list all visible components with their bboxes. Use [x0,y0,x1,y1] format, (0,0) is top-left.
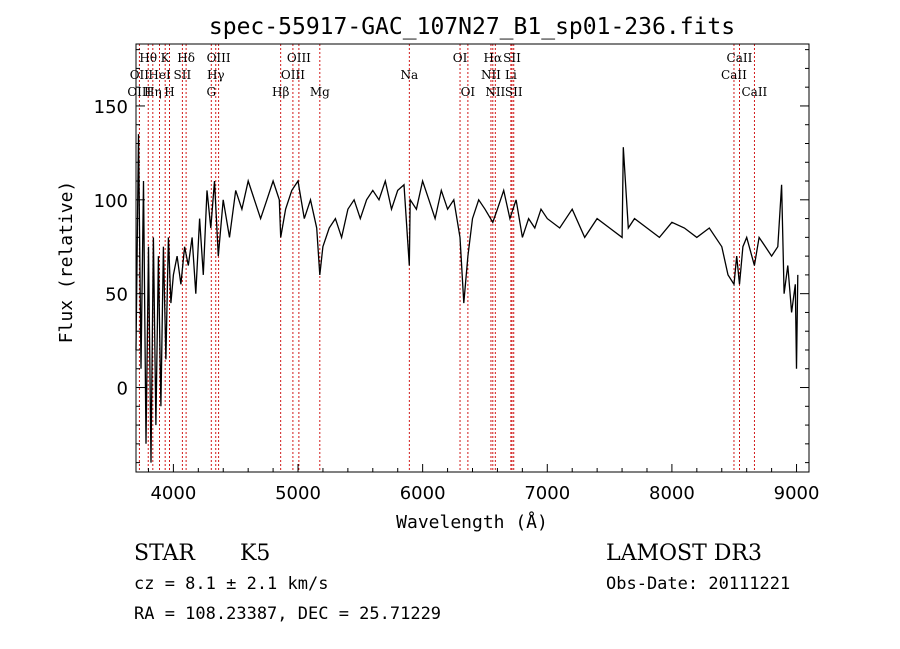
y-tick-label: 0 [117,379,128,400]
line-marker-label: OII [130,68,150,82]
x-axis: 4000 5000 6000 7000 8000 9000 [147,464,820,504]
spectrum-line [135,134,799,463]
line-marker-label: CaII [721,68,747,82]
obs-date-label: Obs-Date: 20111221 [606,574,790,594]
y-axis: 0 50 100 150 [94,49,809,464]
x-tick-label: 5000 [275,483,321,504]
y-tick-label: 150 [94,97,128,118]
line-marker-label: Hβ [272,85,289,99]
x-axis-label: Wavelength (Å) [396,511,548,533]
x-tick-label: 6000 [400,483,446,504]
line-marker-label: Hα [484,51,503,65]
subclass-label: K5 [240,541,270,566]
line-marker-label: Li [505,68,517,82]
line-marker-label: CaII [741,85,767,99]
line-marker-label: NII [481,68,501,82]
x-tick-label: 9000 [774,483,820,504]
line-marker-label: SII [503,51,521,65]
line-marker-label: OI [461,85,476,99]
plot-frame [135,43,810,473]
line-marker-label: OIII [207,51,231,65]
line-marker-label: OIII [281,68,305,82]
x-tick-label: 4000 [150,483,196,504]
line-marker-label: H [164,85,174,99]
line-marker-label: OIII [287,51,311,65]
line-marker-label: OIII [127,85,151,99]
chart-title: spec-55917-GAC_107N27_B1_sp01-236.fits [209,14,735,40]
line-marker-label: Hθ [139,51,157,65]
line-marker-label: Mg [310,85,330,99]
line-marker-label: Hγ [207,68,225,82]
coordinates-label: RA = 108.23387, DEC = 25.71229 [134,604,441,624]
x-tick-label: 8000 [649,483,695,504]
line-marker-label: Na [400,68,418,82]
line-marker-label: Hδ [177,51,195,65]
redshift-label: cz = 8.1 ± 2.1 km/s [134,574,328,594]
line-marker-label: K [161,51,171,65]
line-marker-label: Hη [144,85,162,99]
line-marker-label: NII [485,85,505,99]
line-marker-label: CaII [727,51,753,65]
y-axis-label: Flux (relative) [56,181,77,344]
survey-label: LAMOST DR3 [606,541,762,566]
y-tick-label: 100 [94,191,128,212]
x-tick-label: 7000 [524,483,570,504]
line-marker-label: SII [505,85,523,99]
line-marker-label: HeI [148,68,171,82]
classification-label: STAR [134,541,196,566]
y-tick-label: 50 [105,285,128,306]
line-marker-label: G [206,85,216,99]
line-marker-label: OI [453,51,468,65]
line-marker-label: SII [174,68,192,82]
line-marker-group [138,44,755,472]
